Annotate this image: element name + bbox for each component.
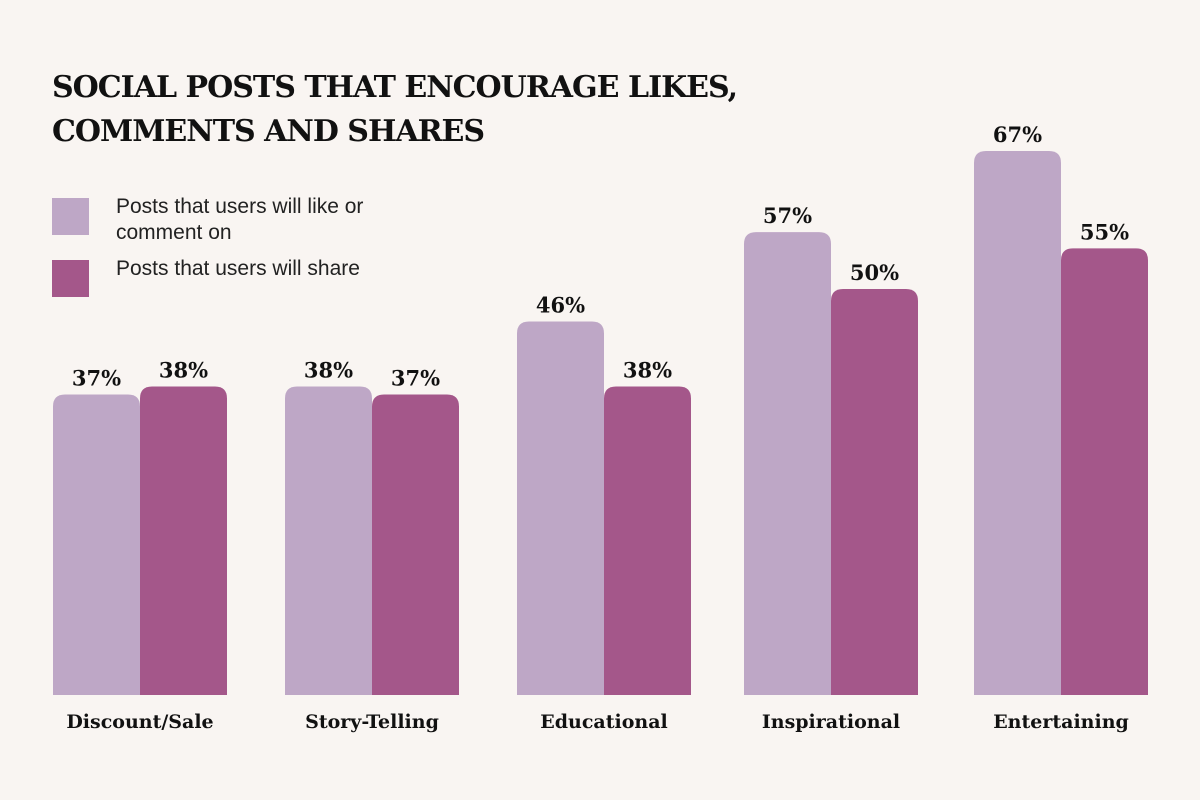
value-label-share-0: 38% (159, 357, 208, 382)
value-label-share-4: 55% (1080, 219, 1129, 244)
legend-label-share: Posts that users will share (116, 257, 360, 280)
value-label-share-1: 37% (391, 366, 440, 391)
bar-like-comment-2 (517, 321, 604, 695)
category-label-1: Story-Telling (305, 711, 439, 733)
value-label-share-2: 38% (623, 357, 672, 382)
bar-like-comment-1 (285, 386, 372, 695)
chart-title-line-1: SOCIAL POSTS THAT ENCOURAGE LIKES, (52, 70, 738, 105)
bar-share-4 (1061, 248, 1148, 695)
bar-share-0 (140, 386, 227, 695)
value-label-like-comment-0: 37% (72, 366, 121, 391)
chart-title: SOCIAL POSTS THAT ENCOURAGE LIKES, COMME… (52, 66, 738, 154)
bar-share-2 (604, 386, 691, 695)
bar-like-comment-4 (974, 150, 1061, 695)
bar-share-1 (372, 394, 459, 695)
value-label-like-comment-2: 46% (536, 292, 585, 317)
category-label-3: Inspirational (762, 711, 900, 733)
value-label-share-3: 50% (850, 260, 899, 285)
value-label-like-comment-4: 67% (993, 122, 1042, 147)
legend-label-like-comment: Posts that users will like or comment on (116, 195, 364, 244)
category-label-4: Entertaining (993, 711, 1129, 733)
value-label-like-comment-1: 38% (304, 357, 353, 382)
bar-like-comment-0 (53, 394, 140, 695)
value-label-like-comment-3: 57% (763, 203, 812, 228)
category-label-2: Educational (540, 711, 667, 733)
legend-swatch-like-comment (52, 198, 89, 235)
legend-swatch-share (52, 260, 89, 297)
category-label-0: Discount/Sale (66, 711, 213, 733)
bar-share-3 (831, 289, 918, 695)
chart-title-line-2: COMMENTS AND SHARES (52, 114, 485, 149)
bar-like-comment-3 (744, 232, 831, 695)
